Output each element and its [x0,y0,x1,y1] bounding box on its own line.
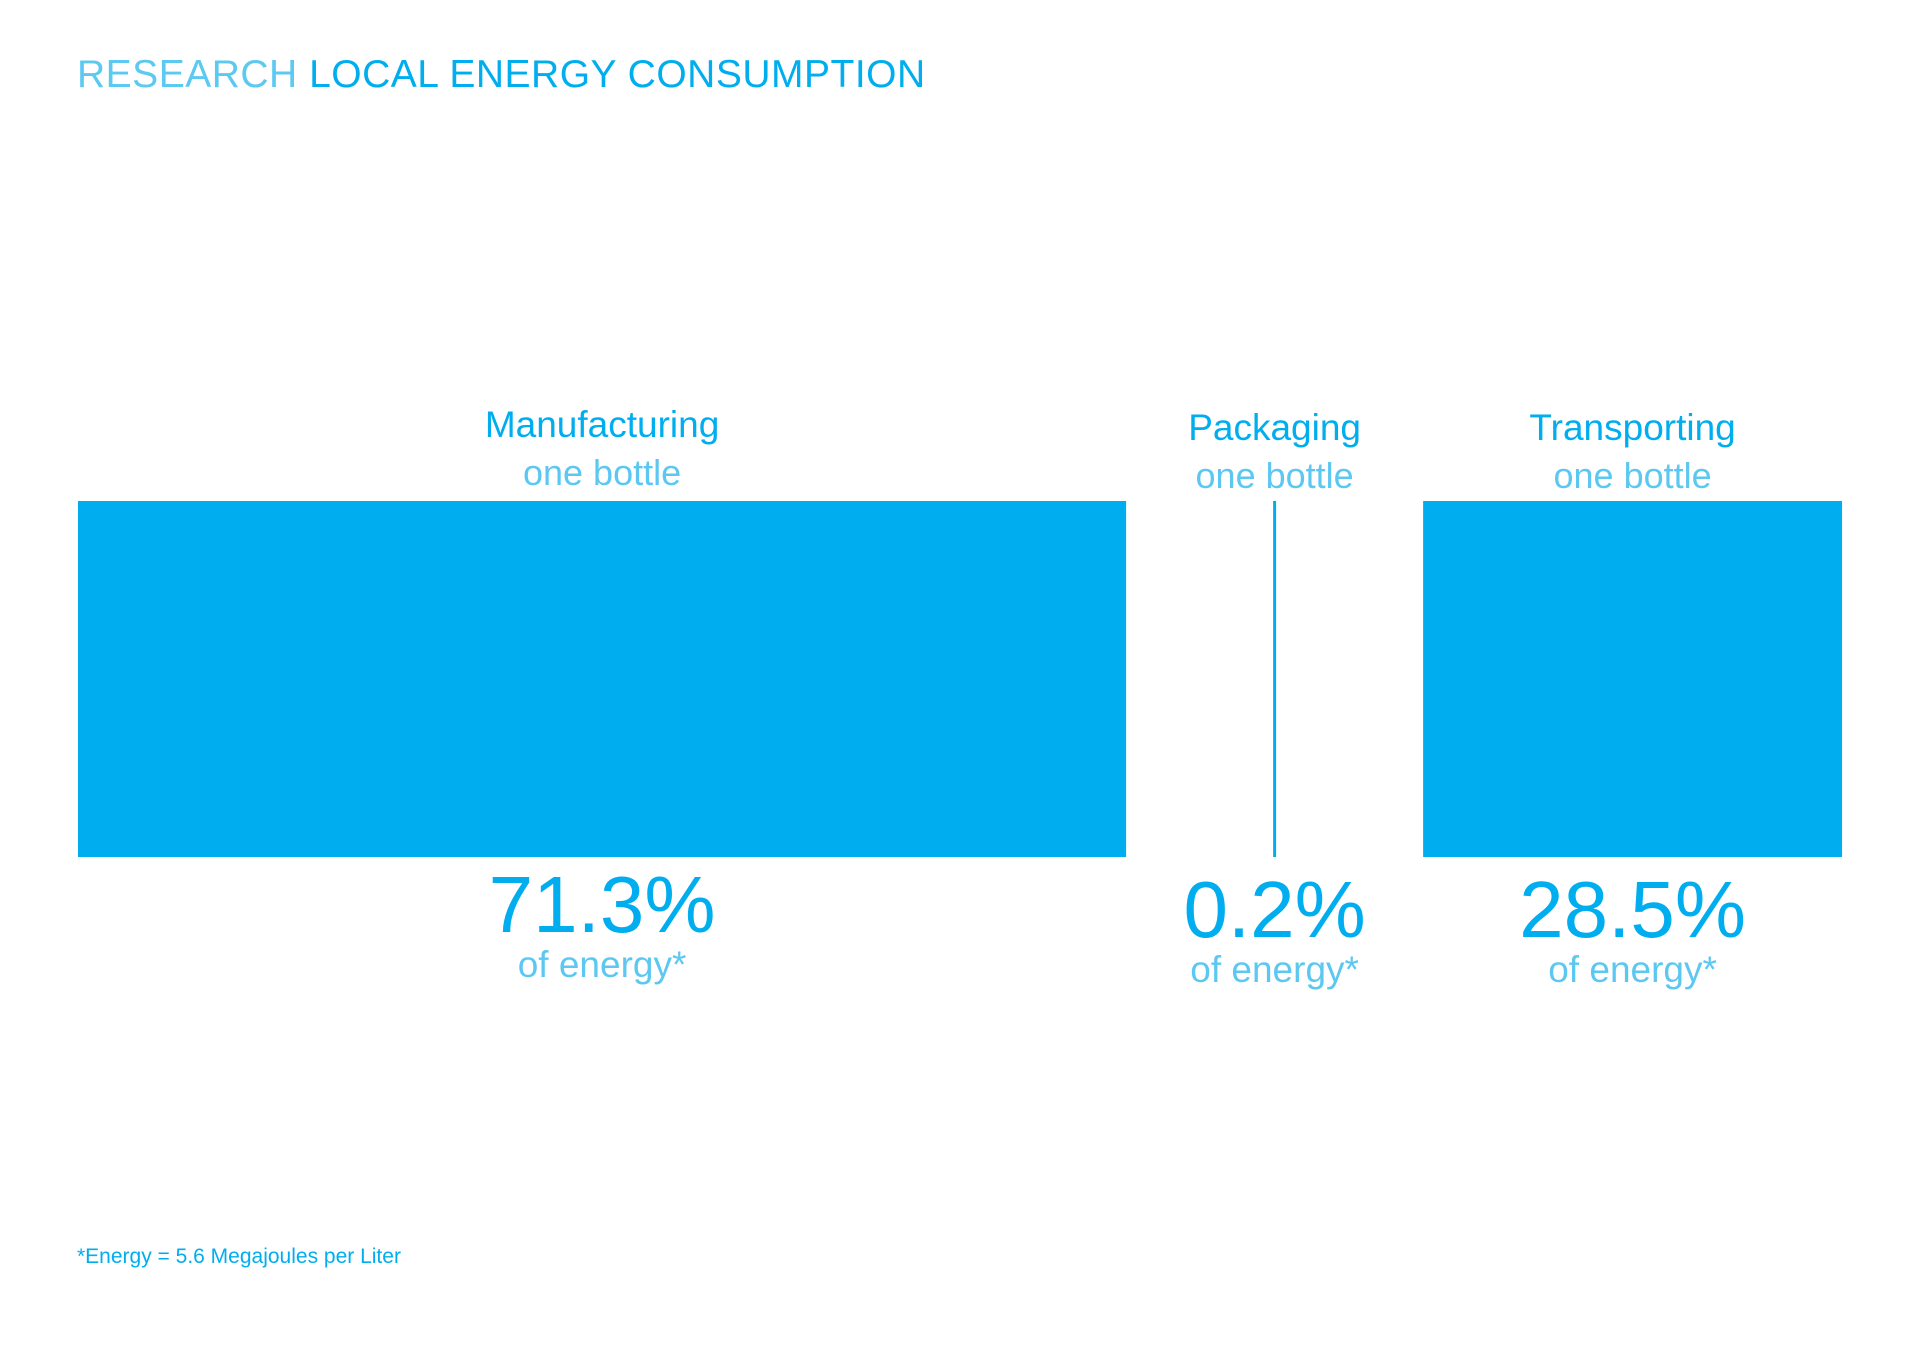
category-sublabel-manufacturing: one bottle [523,452,681,493]
value-label-manufacturing: 71.3% [489,860,716,949]
footnote: *Energy = 5.6 Megajoules per Liter [77,1245,401,1268]
category-sublabel-packaging: one bottle [1196,455,1354,496]
title-bold: LOCAL ENERGY CONSUMPTION [309,53,926,96]
category-label-packaging: Packaging [1188,407,1361,448]
page-title: RESEARCH LOCAL ENERGY CONSUMPTION [77,52,926,98]
value-sublabel-transporting: of energy* [1548,949,1717,990]
value-sublabel-manufacturing: of energy* [518,944,687,985]
category-sublabel-transporting: one bottle [1554,455,1712,496]
value-label-packaging: 0.2% [1183,865,1365,954]
bar-packaging [1273,501,1277,857]
bar-manufacturing [78,501,1127,857]
bar-transporting [1423,501,1843,857]
title-light: RESEARCH [77,53,298,96]
value-sublabel-packaging: of energy* [1190,949,1359,990]
value-label-transporting: 28.5% [1519,865,1746,954]
category-label-transporting: Transporting [1529,407,1735,448]
category-label-manufacturing: Manufacturing [485,404,719,445]
